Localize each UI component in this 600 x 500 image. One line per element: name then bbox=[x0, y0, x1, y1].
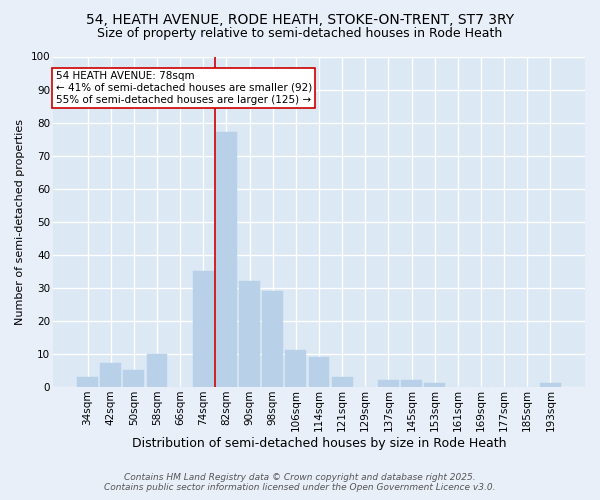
Bar bbox=[378, 380, 399, 386]
Bar bbox=[77, 376, 98, 386]
Bar bbox=[540, 383, 561, 386]
Text: 54 HEATH AVENUE: 78sqm
← 41% of semi-detached houses are smaller (92)
55% of sem: 54 HEATH AVENUE: 78sqm ← 41% of semi-det… bbox=[56, 72, 312, 104]
Y-axis label: Number of semi-detached properties: Number of semi-detached properties bbox=[15, 118, 25, 324]
Text: Contains HM Land Registry data © Crown copyright and database right 2025.
Contai: Contains HM Land Registry data © Crown c… bbox=[104, 473, 496, 492]
Bar bbox=[146, 354, 167, 386]
Bar bbox=[332, 376, 353, 386]
Bar bbox=[424, 383, 445, 386]
Bar bbox=[193, 271, 214, 386]
Bar bbox=[124, 370, 144, 386]
Text: Size of property relative to semi-detached houses in Rode Heath: Size of property relative to semi-detach… bbox=[97, 28, 503, 40]
Bar bbox=[262, 291, 283, 386]
Bar bbox=[401, 380, 422, 386]
Bar bbox=[216, 132, 237, 386]
Bar bbox=[239, 281, 260, 386]
Text: 54, HEATH AVENUE, RODE HEATH, STOKE-ON-TRENT, ST7 3RY: 54, HEATH AVENUE, RODE HEATH, STOKE-ON-T… bbox=[86, 12, 514, 26]
Bar bbox=[100, 364, 121, 386]
Bar bbox=[308, 357, 329, 386]
X-axis label: Distribution of semi-detached houses by size in Rode Heath: Distribution of semi-detached houses by … bbox=[132, 437, 506, 450]
Bar bbox=[286, 350, 306, 387]
